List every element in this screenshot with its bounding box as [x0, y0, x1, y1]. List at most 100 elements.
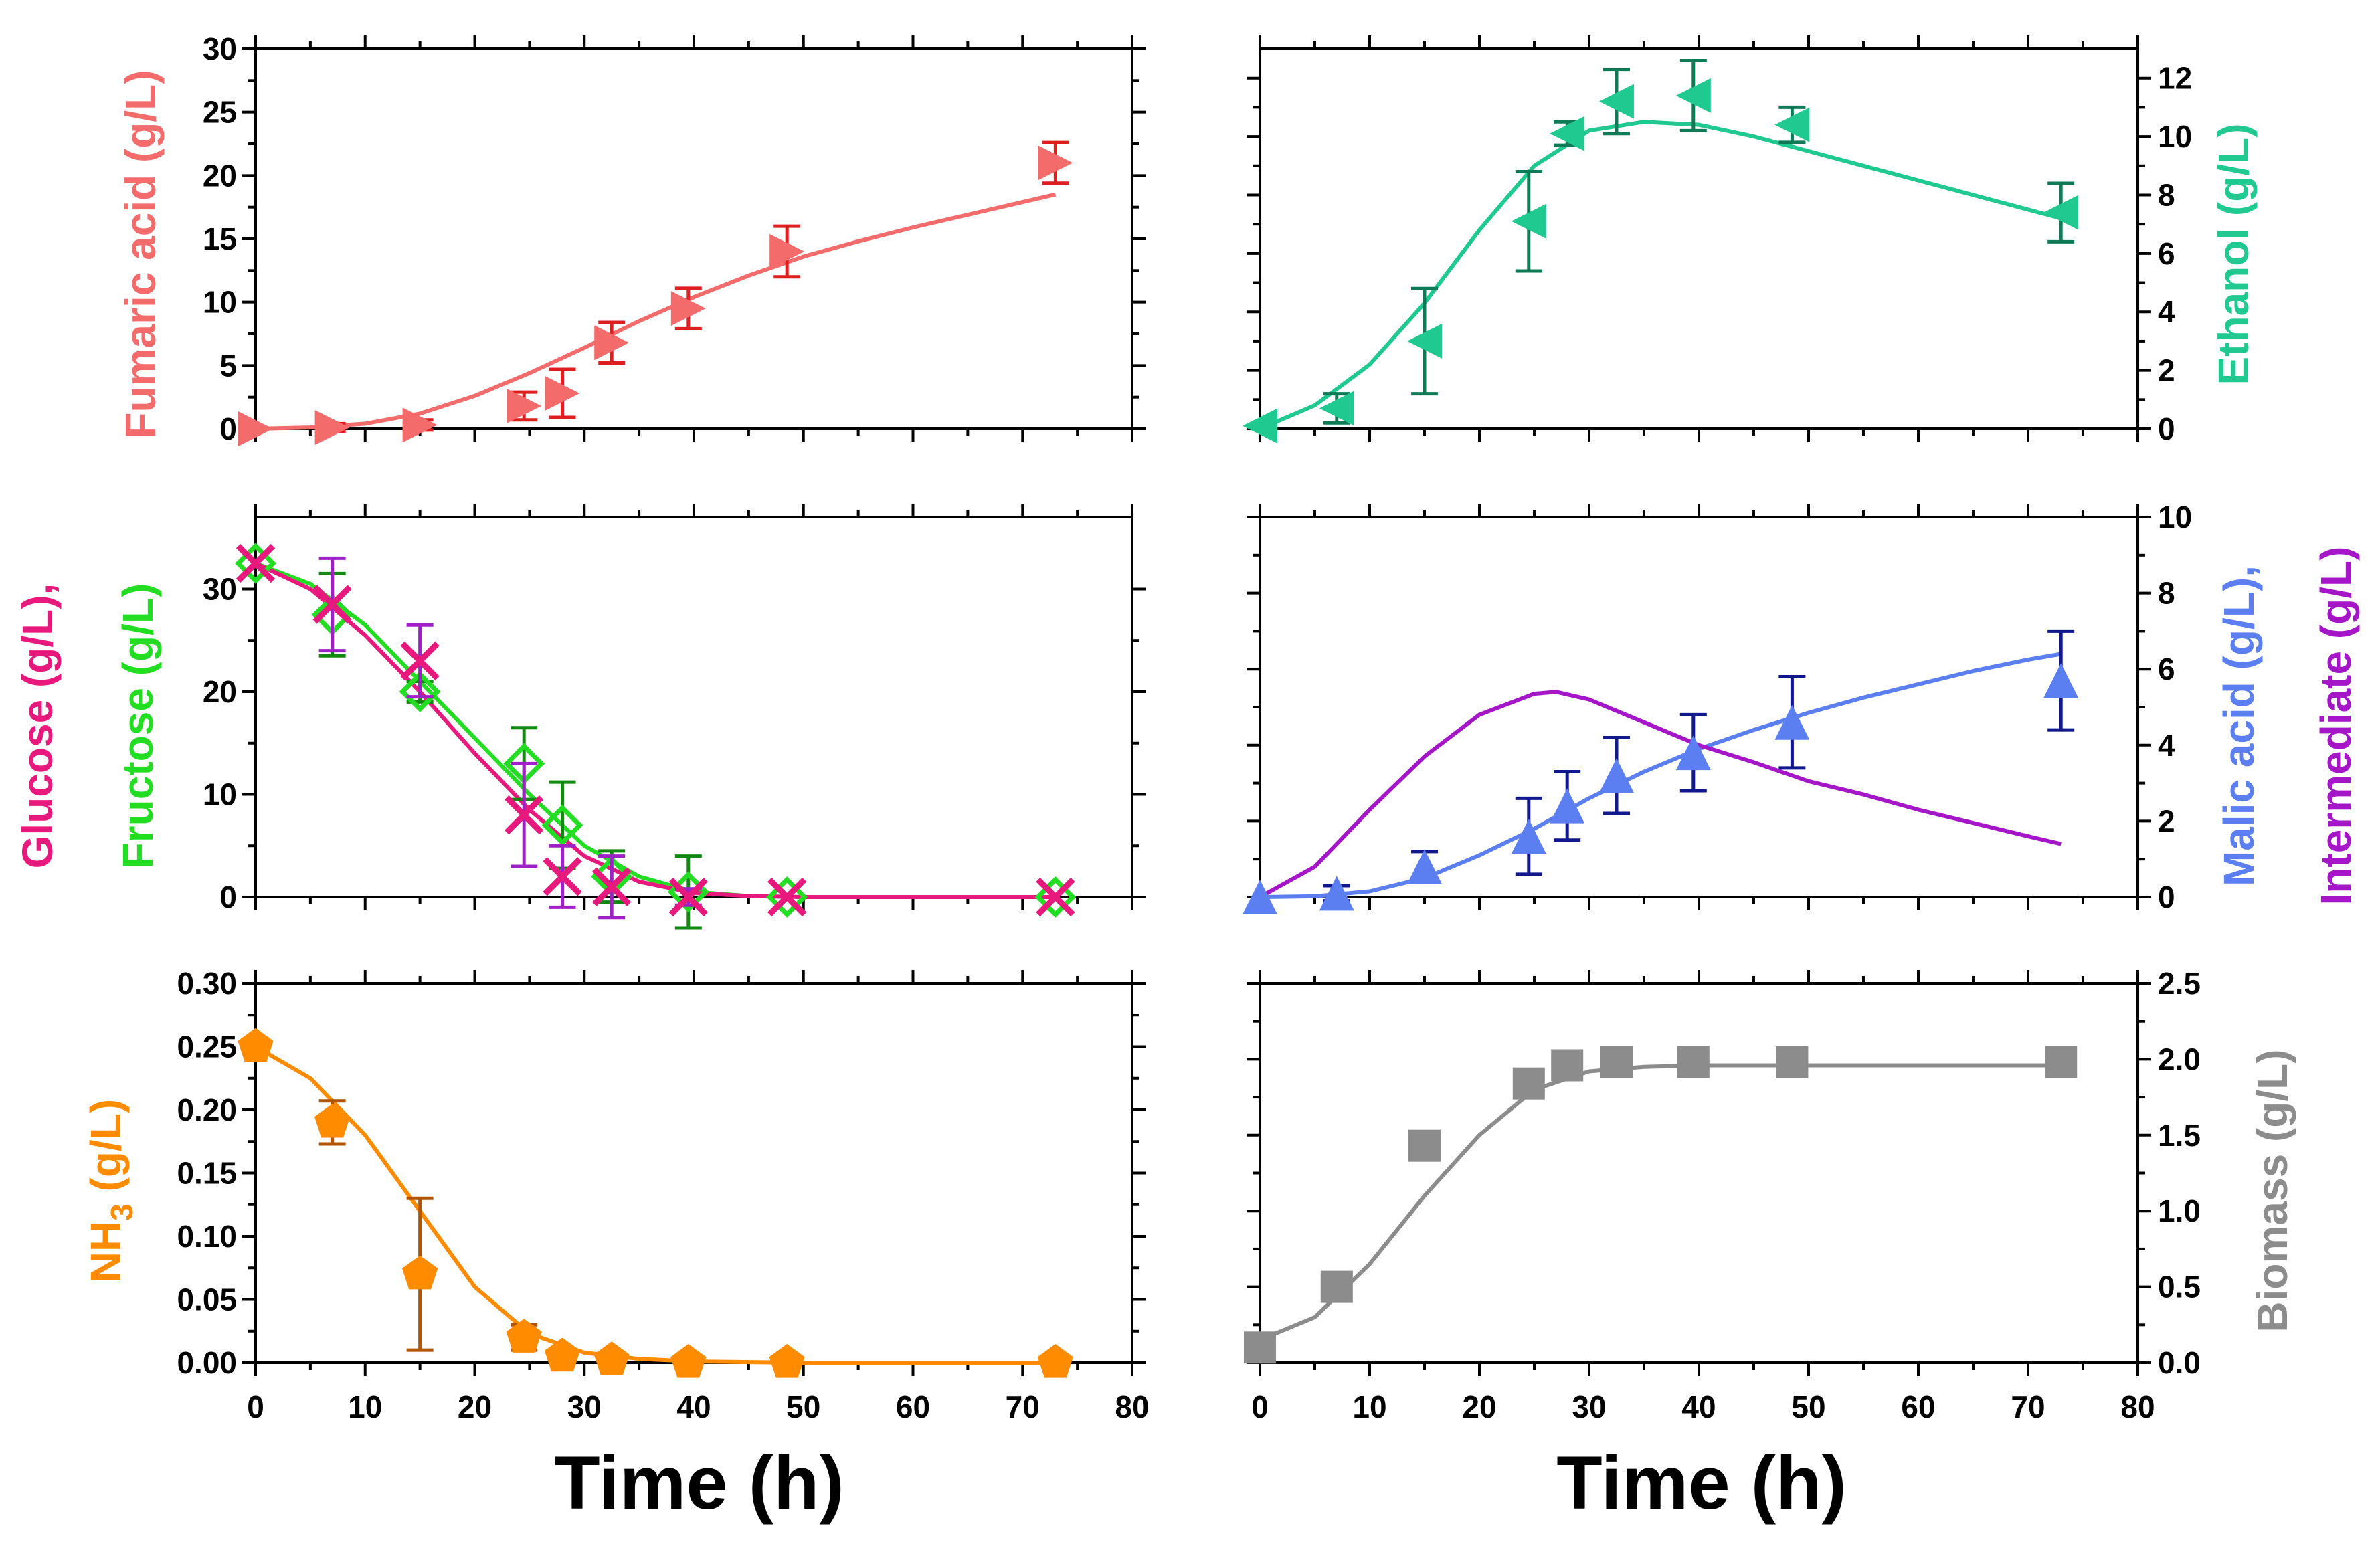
ylabel-biomass: Biomass (g/L) [2248, 1049, 2296, 1332]
y-tick-label: 2.5 [2158, 966, 2201, 1001]
y-tick-label: 2.0 [2158, 1042, 2201, 1076]
y-tick-label: 0.00 [177, 1345, 237, 1380]
data-point-glucose [668, 877, 708, 917]
ylabel-intermediate: Intermediate (g/L) [2312, 547, 2360, 906]
data-point-ethanol [1407, 323, 1442, 359]
panel-malic-intermediate: 0 2 4 6 8 10 [1243, 500, 2192, 914]
data-point-biomass [1551, 1049, 1584, 1082]
data-point-nh3 [593, 1341, 630, 1375]
data-point-biomass [1320, 1270, 1353, 1303]
y-tick-label: 0 [2158, 411, 2175, 446]
y-tick-label: 30 [203, 571, 237, 606]
data-point-fructose [235, 543, 276, 585]
fit-line-fumaric-acid [255, 192, 1057, 431]
x-tick-label: 30 [1572, 1389, 1606, 1424]
data-point-fumaric-acid [670, 291, 706, 326]
x-tick-label: 60 [1901, 1389, 1935, 1424]
data-point-nh3 [769, 1344, 805, 1378]
data-point-glucose [400, 641, 440, 681]
data-point-ethanol [1599, 84, 1634, 119]
data-point-fumaric-acid [545, 375, 580, 411]
data-point-malic-acid [1511, 819, 1546, 854]
y-tick-label: 0.10 [177, 1219, 237, 1254]
data-point-biomass [2045, 1046, 2078, 1078]
data-point-fumaric-acid [238, 411, 273, 446]
x-tick-label: 60 [896, 1389, 930, 1424]
y-tick-label: 4 [2158, 728, 2175, 763]
panel-fumaric-acid: 0 5 10 15 20 25 30 [203, 31, 1146, 446]
ylabel-nh3: NH3 (g/L) [82, 1099, 139, 1282]
data-point-nh3 [670, 1344, 707, 1378]
x-tick-label: 80 [2120, 1389, 2155, 1424]
y-tick-label: 0.30 [177, 966, 237, 1001]
ylabel-ethanol: Ethanol (g/L) [2209, 123, 2258, 385]
ylabel-malic-acid: Malic acid (g/L), [2215, 565, 2263, 886]
data-point-ethanol [1511, 203, 1546, 239]
data-point-glucose [543, 857, 582, 896]
data-point-fumaric-acid [507, 388, 542, 423]
data-point-glucose [312, 585, 352, 624]
data-point-fructose [541, 804, 583, 846]
fit-line-ethanol [1259, 120, 2062, 431]
panel-ethanol: 0 2 4 6 8 10 12 [1243, 35, 2192, 446]
y-tick-label: 20 [203, 158, 237, 193]
y-tick-label: 6 [2158, 652, 2175, 686]
y-tick-label: 5 [219, 348, 237, 383]
data-point-nh3 [314, 1103, 351, 1138]
y-tick-label: 0.15 [177, 1156, 237, 1191]
data-point-fumaric-acid [402, 407, 438, 443]
y-tick-label: 2 [2158, 803, 2175, 838]
x-tick-label: 70 [1006, 1389, 1040, 1424]
y-tick-label: 1.5 [2158, 1118, 2201, 1153]
x-tick-label: 70 [2011, 1389, 2045, 1424]
y-tick-label: 10 [203, 777, 237, 811]
data-point-glucose [592, 867, 632, 906]
x-tick-label: 80 [1115, 1389, 1149, 1424]
ylabel-glucose: Glucose (g/L), [13, 583, 62, 869]
y-tick-label: 0.20 [177, 1092, 237, 1127]
data-point-fumaric-acid [769, 233, 805, 269]
data-point-glucose [1036, 877, 1075, 917]
data-point-ethanol [2043, 195, 2079, 230]
data-point-ethanol [1550, 116, 1585, 151]
data-point-biomass [1408, 1129, 1441, 1162]
ylabel-fructose: Fructose (g/L) [114, 583, 162, 869]
data-point-biomass [1512, 1067, 1545, 1100]
x-tick-label: 50 [1791, 1389, 1825, 1424]
y-tick-label: 0.05 [177, 1282, 237, 1317]
x-tick-label: 0 [1251, 1389, 1269, 1424]
y-tick-label: 0.25 [177, 1030, 237, 1064]
data-point-ethanol [1774, 107, 1810, 142]
data-point-malic-acid [1550, 788, 1585, 824]
x-tick-label: 0 [247, 1389, 264, 1424]
data-point-malic-acid [1407, 849, 1442, 884]
y-tick-label: 10 [2158, 500, 2192, 535]
ylabel-fumaric-acid: Fumaric acid (g/L) [116, 70, 165, 438]
y-tick-label: 6 [2158, 236, 2175, 271]
panel-nh3: 0 10 20 30 40 50 60 70 80 0.00 0.05 0.10 0.15 0.20 0.2… [177, 966, 1149, 1424]
y-tick-label: 0 [219, 411, 237, 446]
data-point-malic-acid [2043, 663, 2079, 698]
y-tick-label: 0.5 [2158, 1270, 2201, 1305]
y-tick-label: 10 [203, 285, 237, 320]
y-tick-label: 8 [2158, 576, 2175, 611]
y-tick-label: 30 [203, 31, 237, 66]
data-point-ethanol [1675, 78, 1711, 113]
data-point-glucose [505, 795, 544, 835]
data-point-malic-acid [1319, 876, 1354, 911]
y-tick-label: 12 [2158, 61, 2192, 96]
data-point-biomass [1677, 1046, 1710, 1078]
data-point-glucose [236, 543, 276, 583]
y-tick-label: 0 [2158, 880, 2175, 914]
x-tick-label: 50 [786, 1389, 820, 1424]
y-tick-label: 0.0 [2158, 1345, 2201, 1380]
x-tick-label: 20 [458, 1389, 492, 1424]
xlabel-left: Time (h) [554, 1441, 844, 1525]
data-point-biomass [1244, 1331, 1276, 1364]
y-tick-label: 15 [203, 221, 237, 256]
data-point-malic-acid [1599, 758, 1634, 793]
y-tick-label: 10 [2158, 119, 2192, 154]
data-point-fumaric-acid [1038, 145, 1073, 181]
x-tick-label: 20 [1462, 1389, 1496, 1424]
